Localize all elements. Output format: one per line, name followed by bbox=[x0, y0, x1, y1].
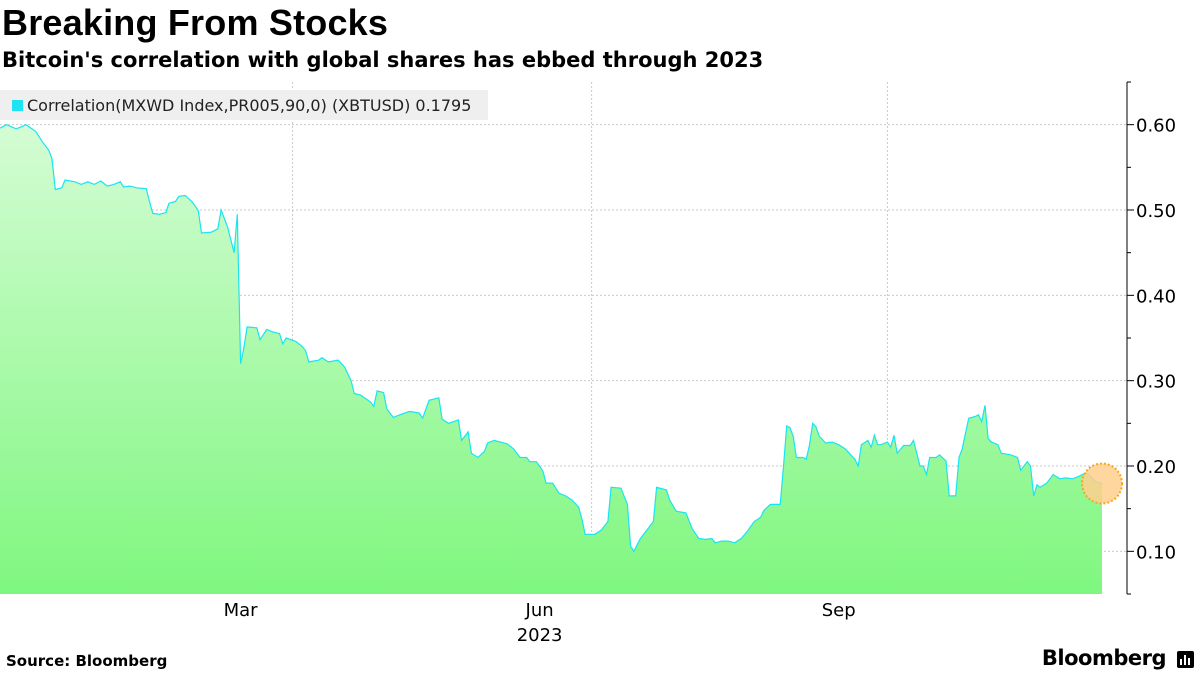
x-tick-label: Jun bbox=[525, 600, 554, 621]
y-tick-label: 0.20 bbox=[1136, 457, 1176, 478]
y-tick-label: 0.60 bbox=[1136, 116, 1176, 137]
bloomberg-chart-icon bbox=[1177, 651, 1194, 668]
y-tick-label: 0.10 bbox=[1136, 542, 1176, 563]
source-note: Source: Bloomberg bbox=[6, 652, 168, 670]
series-line bbox=[0, 124, 1103, 553]
x-year-label: 2023 bbox=[517, 625, 563, 646]
y-tick-label: 0.40 bbox=[1136, 286, 1176, 307]
x-tick-label: Sep bbox=[822, 600, 856, 621]
y-tick-label: 0.30 bbox=[1136, 372, 1176, 393]
legend-label: Correlation(MXWD Index,PR005,90,0) (XBTU… bbox=[27, 95, 472, 115]
series-area bbox=[0, 124, 1102, 594]
bloomberg-logo-text: Bloomberg bbox=[1041, 646, 1167, 670]
last-value-marker bbox=[1081, 462, 1123, 505]
legend-swatch bbox=[12, 99, 23, 111]
x-tick-label: Mar bbox=[224, 600, 259, 621]
chart-subtitle: Bitcoin's correlation with global shares… bbox=[2, 48, 764, 72]
grid-lines bbox=[0, 82, 1127, 594]
axes: 0.10 0.20 0.30 0.40 0.50 0.60 Mar Jun Sep 2023 bbox=[224, 81, 1176, 646]
chart-title: Breaking From Stocks bbox=[2, 2, 389, 43]
y-tick-label: 0.50 bbox=[1136, 201, 1176, 222]
legend: Correlation(MXWD Index,PR005,90,0) (XBTU… bbox=[0, 90, 488, 120]
